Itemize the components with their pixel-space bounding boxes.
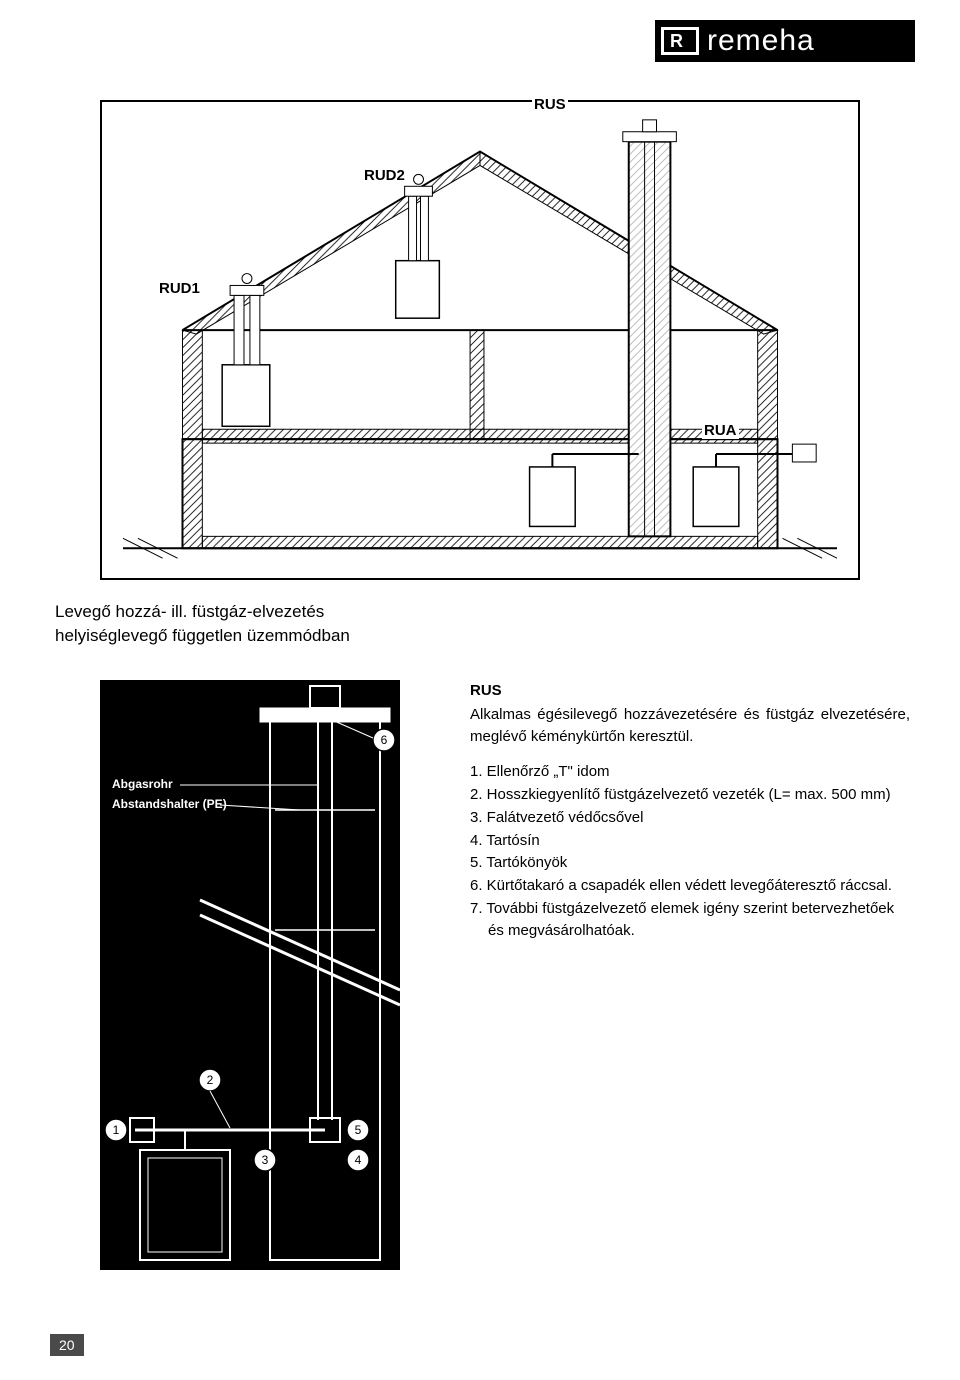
svg-text:2: 2 [207, 1073, 214, 1087]
rus-description-block: RUS Alkalmas égésilevegő hozzávezetésére… [470, 680, 910, 942]
diagram-caption: Levegő hozzá- ill. füstgáz-elvezetés hel… [55, 600, 350, 648]
svg-text:1: 1 [113, 1123, 120, 1137]
svg-text:4: 4 [355, 1153, 362, 1167]
rus-item: 4. Tartósín [470, 830, 910, 852]
rus-item: 2. Hosszkiegyenlítő füstgázelvezető veze… [470, 784, 910, 806]
svg-text:5: 5 [355, 1123, 362, 1137]
label-rua: RUA [702, 422, 739, 439]
label-rus: RUS [532, 96, 568, 113]
rus-item: 5. Tartókönyök [470, 852, 910, 874]
rus-heading: RUS [470, 680, 910, 702]
svg-text:3: 3 [262, 1153, 269, 1167]
caption-line2: helyiséglevegő független üzemmódban [55, 624, 350, 648]
rus-detail-diagram: Abgasrohr Abstandshalter (PE) 1 2 3 4 5 … [100, 680, 400, 1270]
brand-logo: remeha [655, 20, 915, 62]
label-abgasrohr: Abgasrohr [112, 777, 173, 791]
label-abstandshalter: Abstandshalter (PE) [112, 797, 227, 811]
page-number: 20 [50, 1334, 84, 1356]
caption-line1: Levegő hozzá- ill. füstgáz-elvezetés [55, 600, 350, 624]
logo-text: remeha [707, 24, 815, 58]
svg-text:6: 6 [381, 733, 388, 747]
logo-mark-icon [661, 27, 699, 55]
label-rud1: RUD1 [157, 280, 202, 297]
rus-item: 7. További füstgázelvezető elemek igény … [470, 898, 910, 942]
rus-item: 6. Kürtőtakaró a csapadék ellen védett l… [470, 875, 910, 897]
house-installation-diagram: RUS RUD1 RUD2 RUA [100, 100, 860, 580]
rus-item: 1. Ellenőrző „T" idom [470, 761, 910, 783]
rus-parts-list: 1. Ellenőrző „T" idom 2. Hosszkiegyenlít… [470, 761, 910, 941]
label-rud2: RUD2 [362, 167, 407, 184]
rus-description: Alkalmas égésilevegő hozzávezetésére és … [470, 704, 910, 748]
rus-item: 3. Falátvezető védőcsővel [470, 807, 910, 829]
